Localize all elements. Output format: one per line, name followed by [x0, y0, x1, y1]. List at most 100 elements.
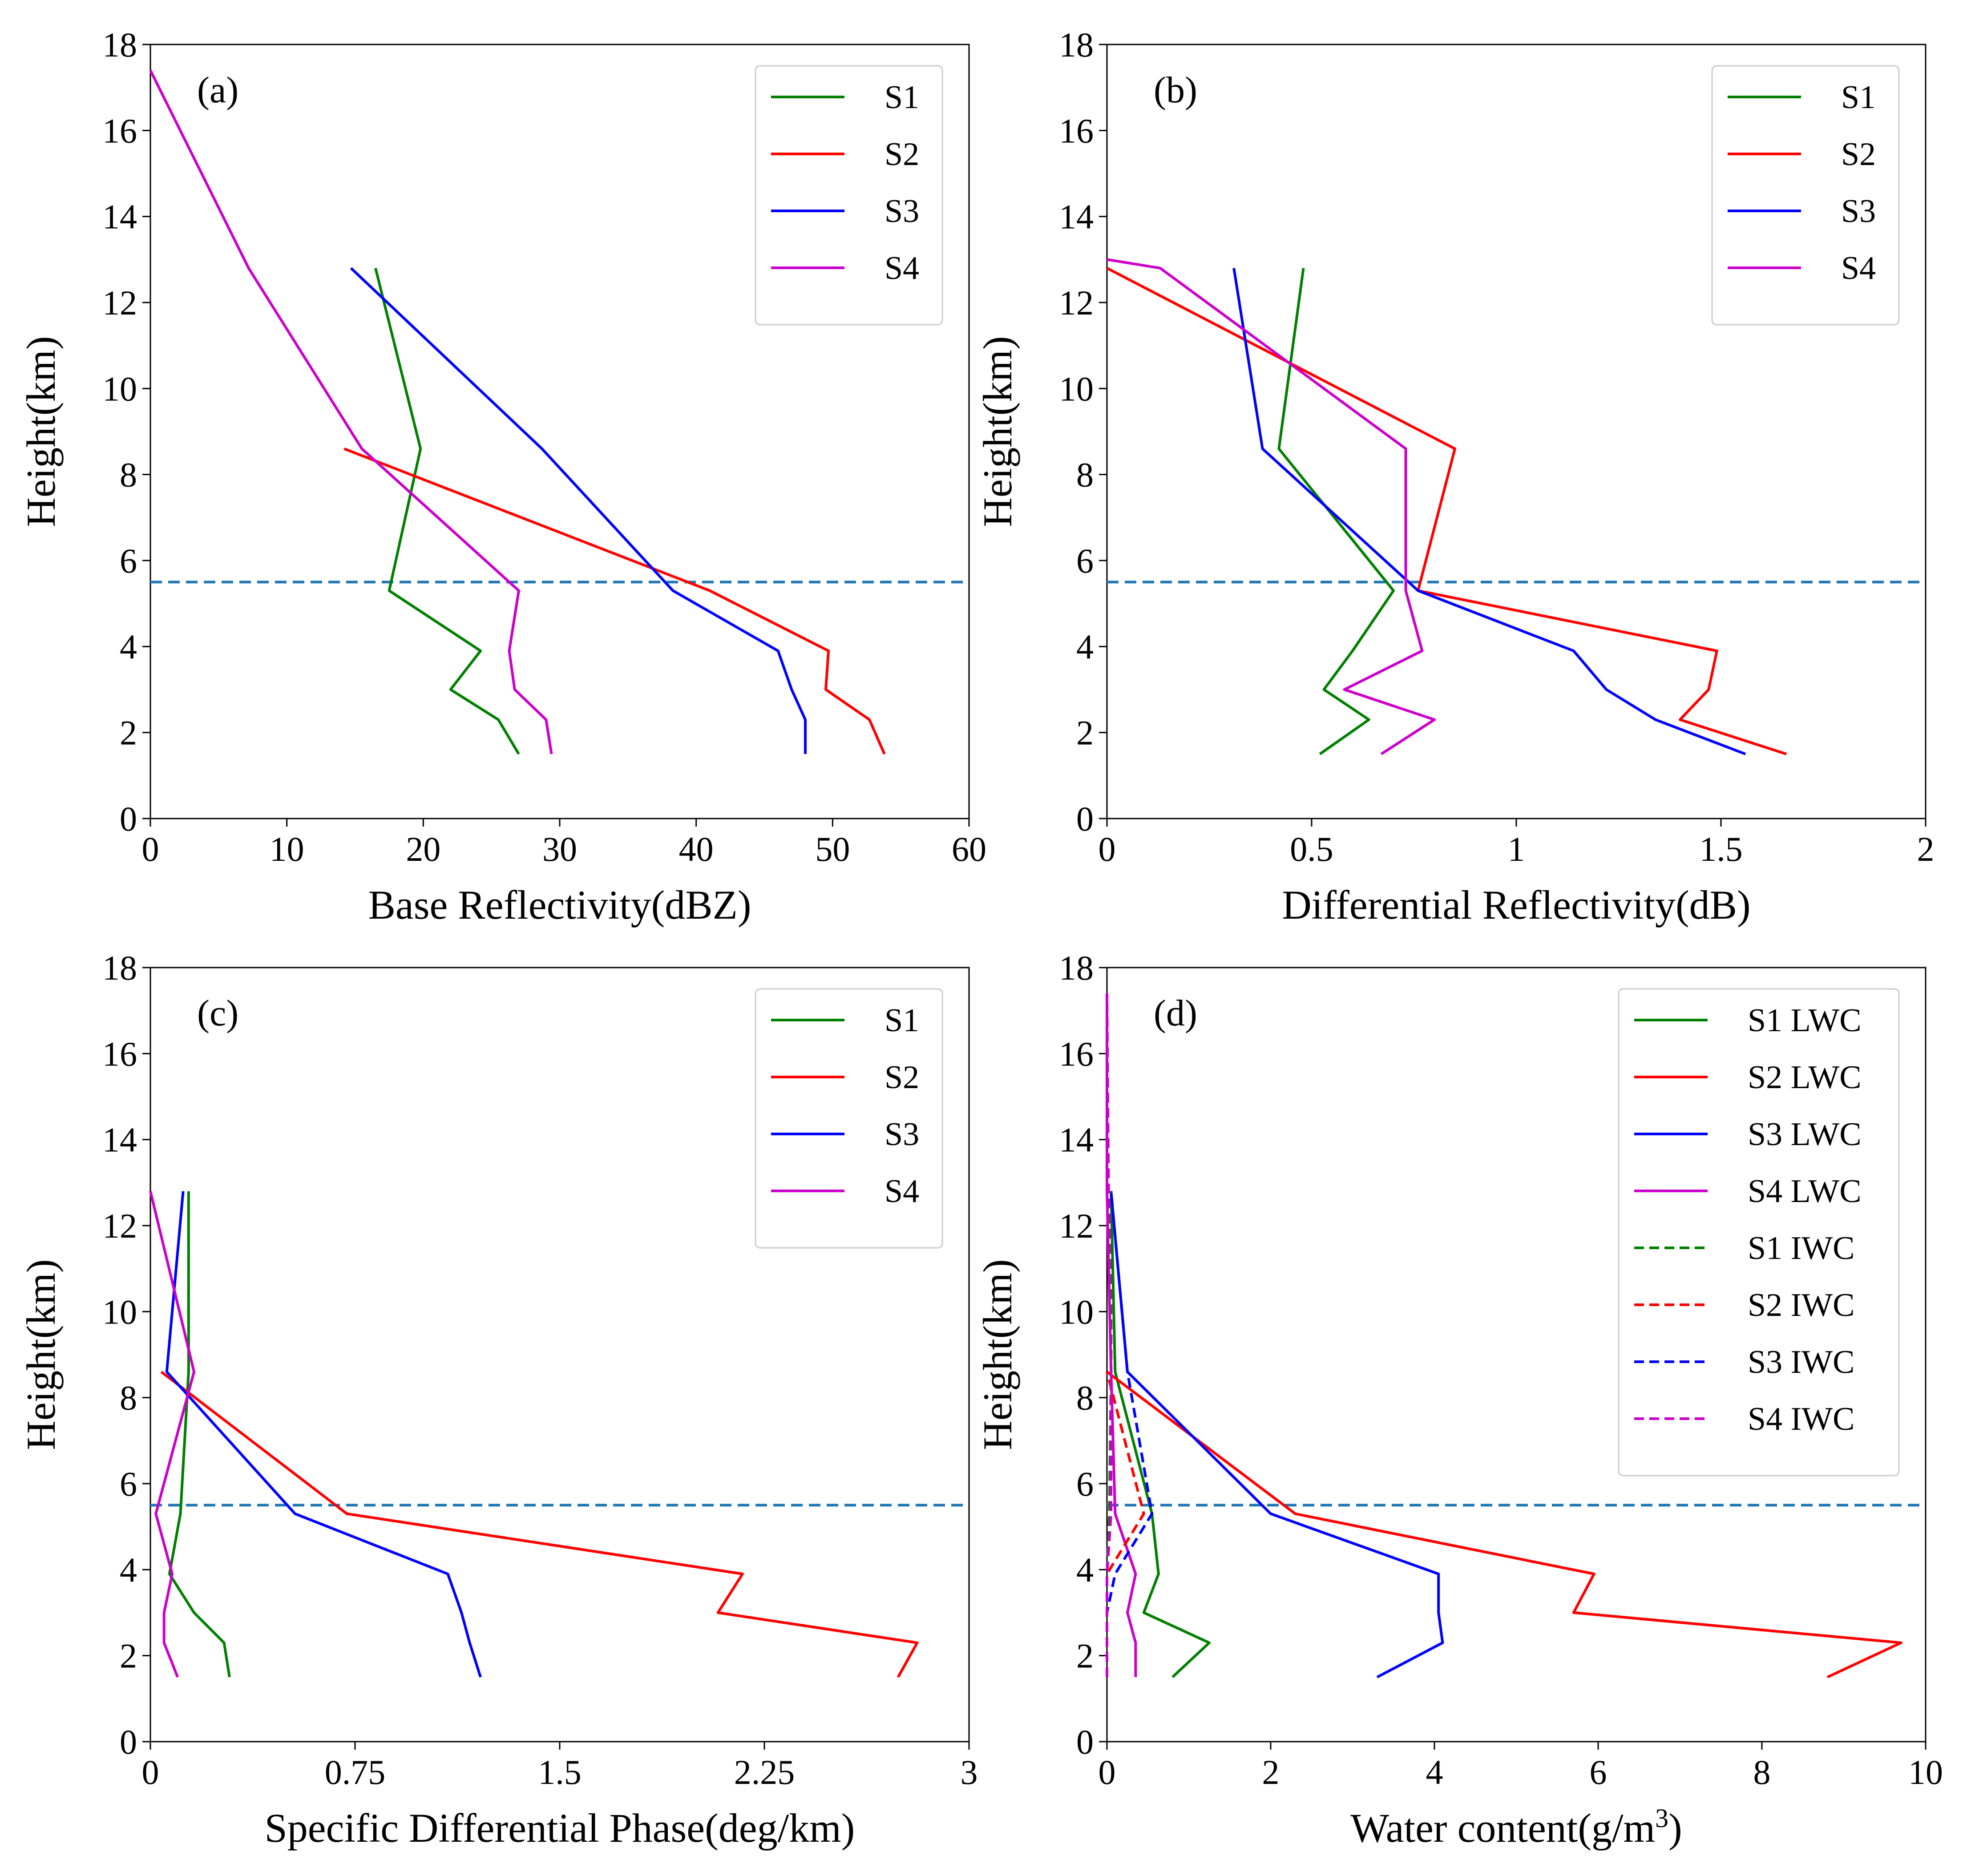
panel-b-ytick-label: 12 [1059, 283, 1094, 322]
panel-d-legend-label-s3-lwc: S3 LWC [1748, 1116, 1862, 1153]
panel-d-xtick-label: 10 [1908, 1753, 1943, 1791]
panel-c-legend: S1 S2 S3 S4 [755, 988, 943, 1249]
panel-d-legend-label-s3-iwc: S3 IWC [1748, 1344, 1855, 1380]
panel-d-legend-label-s1-iwc: S1 IWC [1748, 1230, 1855, 1267]
panel-d-ytick-label: 14 [1059, 1121, 1094, 1159]
panel-c-ytick-label: 2 [120, 1637, 137, 1675]
panel-a-x-axis-title: Base Reflectivity(dBZ) [368, 882, 751, 928]
panel-c-ytick-label: 10 [102, 1292, 137, 1331]
panel-c-x-axis-title: Specific Differential Phase(deg/km) [265, 1805, 855, 1851]
panel-c-legend-label-s4: S4 [885, 1173, 919, 1210]
panel-b-ytick-label: 6 [1076, 541, 1094, 580]
panel-b-legend-label-s2: S2 [1841, 136, 1876, 173]
panel-b-y-axis-title: Height(km) [975, 336, 1020, 527]
panel-b-legend-label-s1: S1 [1841, 79, 1876, 116]
panel-b: 0 0.5 1 1.5 2 0 2 4 6 8 10 12 14 16 18 Differential Ref… [975, 25, 1935, 928]
panel-c-ytick-label: 6 [120, 1464, 137, 1503]
panel-b-legend-box [1711, 65, 1900, 326]
panel-d-series-s4-iwc [1106, 993, 1113, 1677]
panel-b-legend-label-s3: S3 [1841, 193, 1876, 230]
panel-a-ytick-label: 8 [120, 456, 137, 494]
panel-d-series-s1-lwc [1110, 1191, 1211, 1678]
panel-a-xtick-label: 0 [142, 830, 159, 868]
panel-d-ytick-label: 18 [1059, 948, 1094, 987]
panel-b-xtick-label: 0.5 [1290, 830, 1333, 868]
panel-b-ytick-label: 0 [1076, 799, 1094, 838]
panel-a-ytick-label: 0 [120, 799, 137, 838]
panel-d-xtick-label: 0 [1099, 1753, 1116, 1791]
panel-a-xtick-label: 60 [952, 830, 986, 868]
panel-d-legend-label-s4-iwc: S4 IWC [1748, 1401, 1855, 1437]
panel-a-ytick-label: 6 [120, 541, 137, 580]
panel-b-series-s1 [1277, 268, 1395, 755]
panel-b-ytick-label: 4 [1076, 627, 1094, 666]
panel-d-ytick-label: 2 [1076, 1637, 1094, 1675]
panel-d-xtick-label: 6 [1590, 1753, 1607, 1791]
panel-c-legend-label-s2: S2 [885, 1059, 919, 1096]
panel-b-ytick-label: 16 [1059, 111, 1094, 150]
panel-c-ytick-label: 4 [120, 1550, 137, 1589]
panel-b-series-s2 [1106, 267, 1787, 755]
panel-a-legend-label-s4: S4 [885, 250, 919, 286]
panel-d-xtick-label: 4 [1426, 1753, 1443, 1791]
panel-c-y-axis-title: Height(km) [18, 1259, 64, 1450]
panel-a-y-axis-title: Height(km) [18, 336, 64, 527]
panel-d-axes-frame [1106, 967, 1927, 1743]
panel-b-xtick-label: 0 [1099, 830, 1116, 868]
panel-c-ytick-label: 16 [102, 1034, 137, 1073]
panel-a-ytick-label: 2 [120, 714, 137, 752]
panel-c-legend-label-s3: S3 [885, 1116, 919, 1153]
panel-b-ytick-label: 10 [1059, 369, 1094, 408]
panel-d-legend-label-s1-lwc: S1 LWC [1748, 1002, 1862, 1039]
panel-c-series-s1 [168, 1191, 231, 1678]
panel-d-y-axis-title: Height(km) [975, 1259, 1020, 1450]
panel-c-xtick-label: 2.25 [734, 1753, 795, 1791]
panel-b-legend-label-s4: S4 [1841, 250, 1876, 286]
panel-d-legend-label-s2-iwc: S2 IWC [1748, 1287, 1855, 1323]
panel-b-legend: S1 S2 S3 S4 [1711, 65, 1900, 326]
panel-c-xtick-label: 1.5 [538, 1753, 582, 1791]
panel-c-xtick-label: 0 [142, 1753, 159, 1791]
panel-c-series-s3 [165, 1191, 482, 1678]
panel-a-xtick-label: 50 [815, 830, 850, 868]
panel-d-xtick-label: 8 [1753, 1753, 1771, 1791]
panel-d-ytick-label: 0 [1076, 1723, 1094, 1761]
panel-d-ytick-label: 4 [1076, 1550, 1094, 1589]
panel-c-series-s4 [149, 1190, 196, 1678]
panel-c-ytick-label: 0 [120, 1723, 137, 1761]
panel-c-xtick-label: 3 [961, 1753, 978, 1791]
panel-b-xtick-label: 1.5 [1699, 830, 1743, 868]
panel-a-series-s4 [149, 69, 553, 754]
panel-a-xtick-label: 10 [270, 830, 304, 868]
panel-a-legend-label-s3: S3 [885, 193, 919, 230]
panel-b-ytick-label: 2 [1076, 714, 1094, 752]
panel-a-xtick-label: 40 [679, 830, 714, 868]
panel-a-ytick-label: 10 [102, 369, 137, 408]
panel-c-ytick-label: 14 [102, 1121, 137, 1159]
panel-b-series-s4 [1107, 258, 1436, 755]
panel-c-legend-box [755, 988, 943, 1249]
panel-a: 0 10 20 30 40 50 60 0 2 4 6 8 10 12 14 16 18 Base Reflect… [18, 25, 986, 928]
panel-d-ytick-label: 10 [1059, 1292, 1094, 1331]
panel-c-ytick-label: 8 [120, 1379, 137, 1417]
panel-d-ytick-label: 8 [1076, 1379, 1094, 1417]
panel-a-xtick-label: 30 [542, 830, 577, 868]
panel-d-ytick-label: 16 [1059, 1034, 1094, 1073]
panel-a-ytick-label: 14 [102, 198, 137, 236]
panel-a-series-s1 [374, 267, 520, 755]
panel-c-legend-label-s1: S1 [885, 1002, 919, 1039]
panel-c: 0 0.75 1.5 2.25 3 0 2 4 6 8 10 12 14 16 18 Specific Dif… [18, 948, 978, 1851]
panel-a-xtick-label: 20 [406, 830, 440, 868]
panel-b-ytick-label: 18 [1059, 25, 1094, 64]
panel-a-legend: S1 S2 S3 S4 [755, 65, 943, 326]
panel-b-x-axis-title: Differential Reflectivity(dB) [1282, 882, 1750, 928]
panel-d-xtick-label: 2 [1262, 1753, 1280, 1791]
panel-b-xtick-label: 1 [1508, 830, 1525, 868]
panel-a-label: (a) [197, 69, 238, 111]
panel-d-ytick-label: 12 [1059, 1206, 1094, 1245]
panel-c-ytick-label: 12 [102, 1206, 137, 1245]
panel-d-legend-box [1618, 988, 1900, 1477]
panel-a-legend-box [755, 65, 943, 326]
panel-b-label: (b) [1154, 69, 1197, 111]
